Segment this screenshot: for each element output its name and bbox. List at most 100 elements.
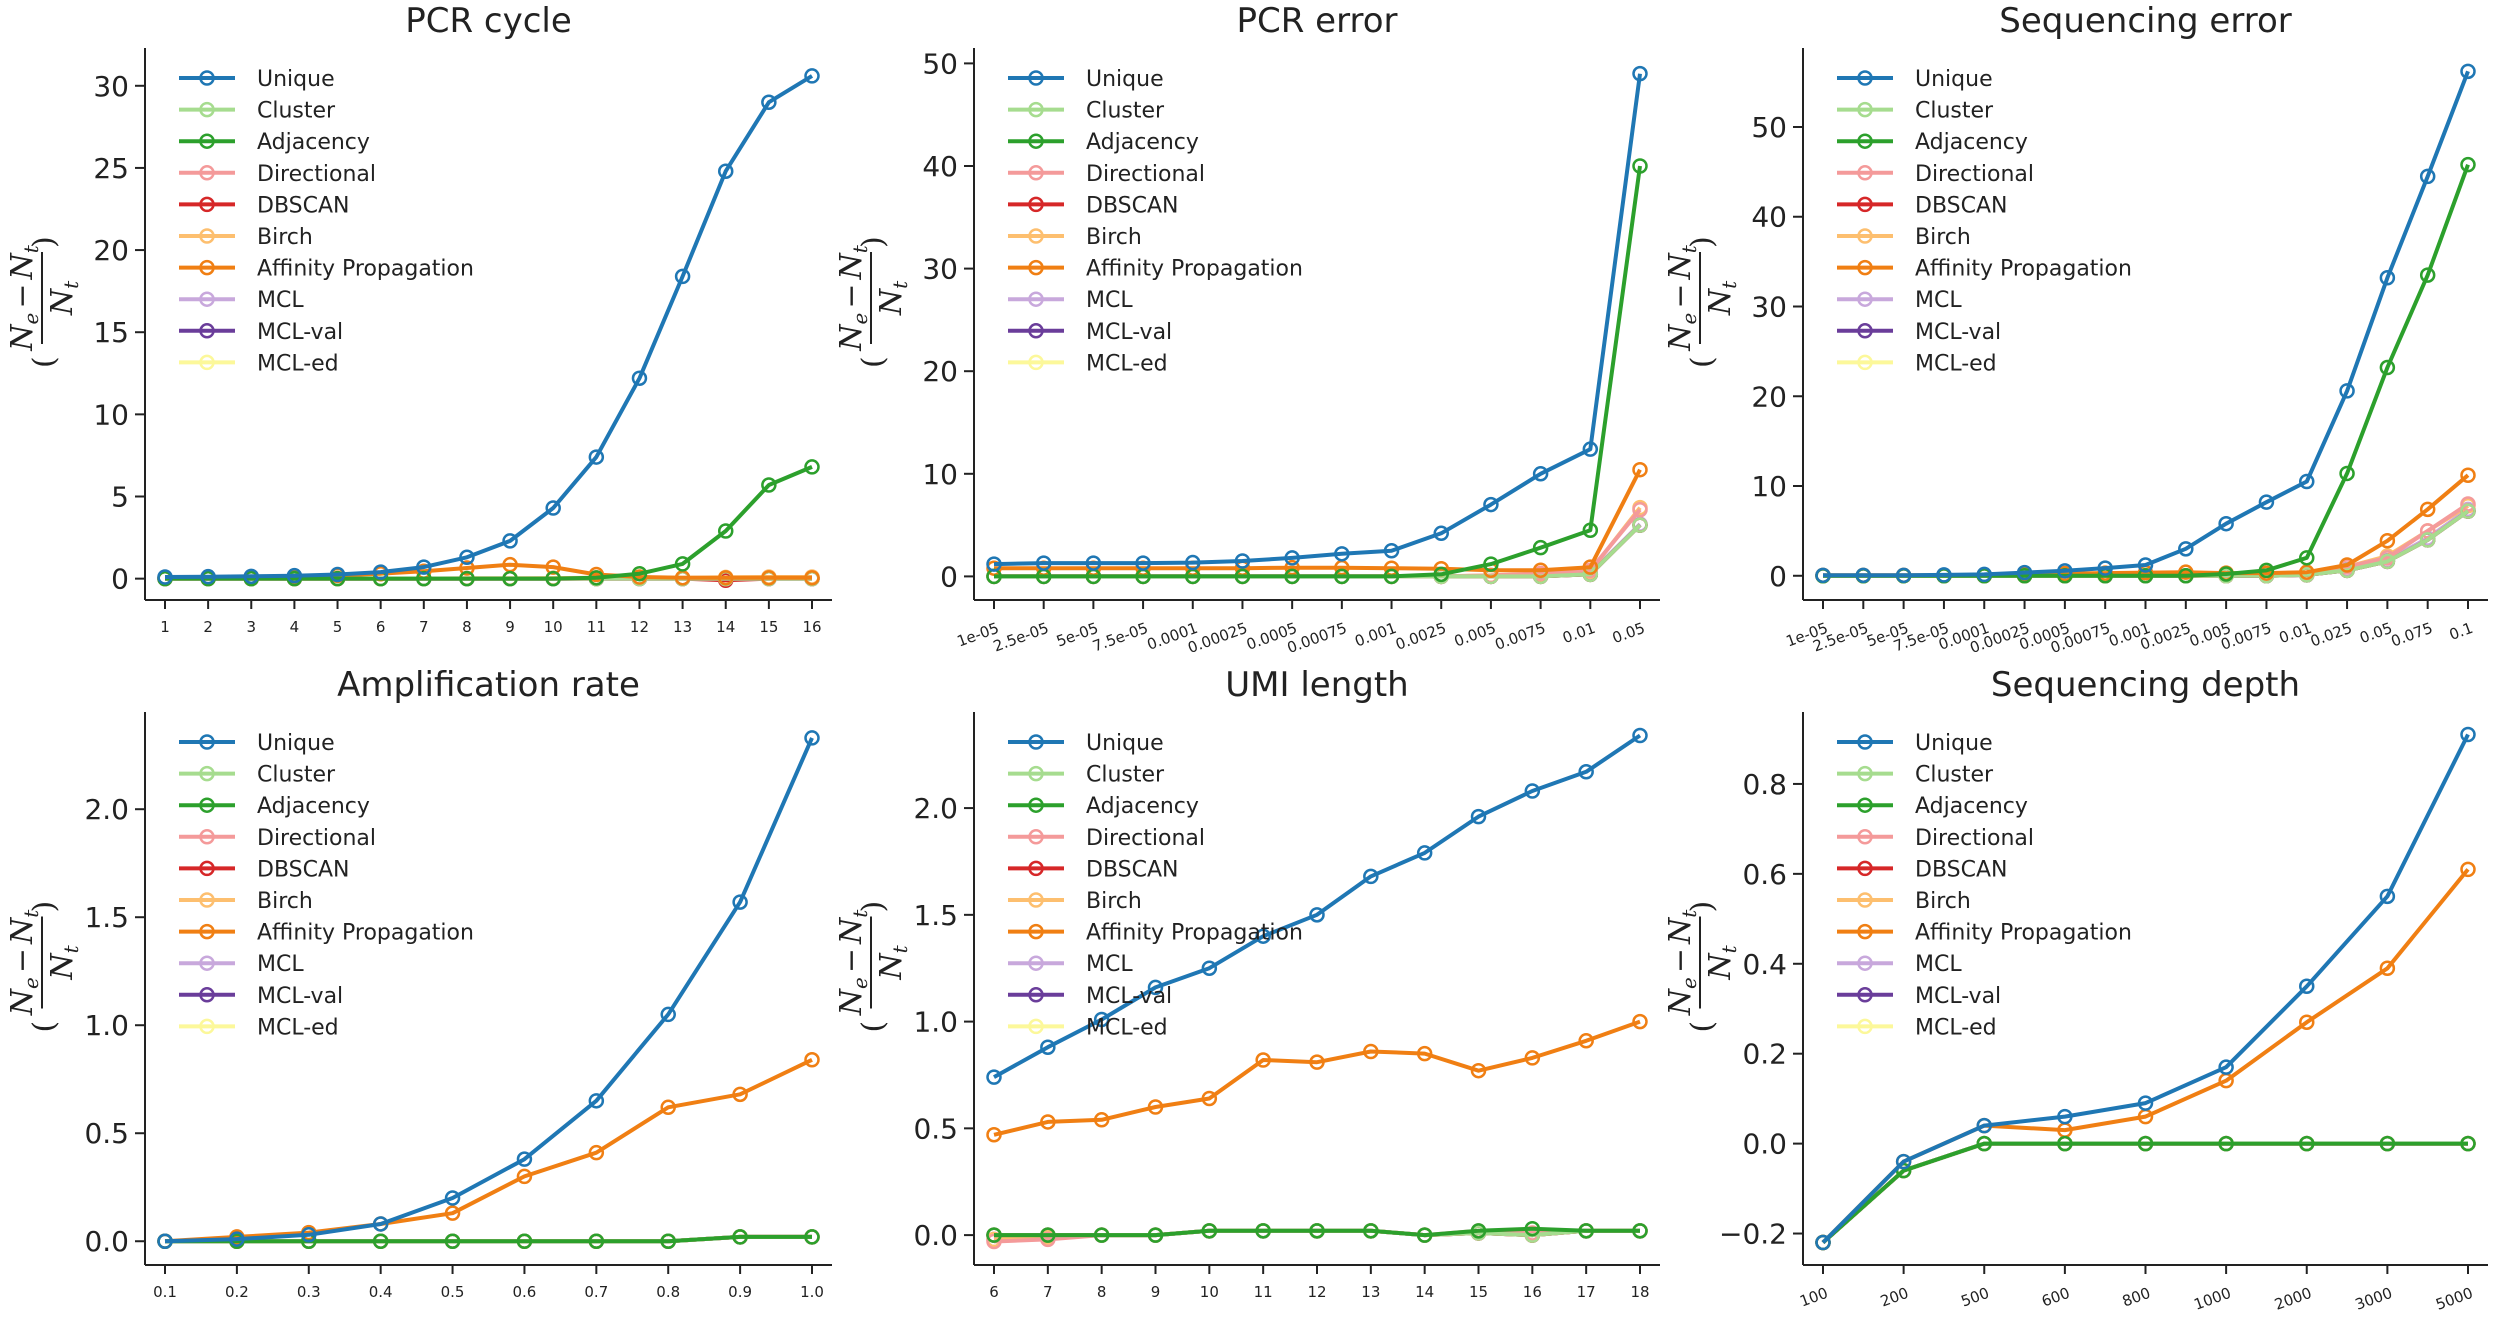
data-point: [2057, 1135, 2073, 1152]
series-line: [164, 74, 814, 579]
legend-label: DBSCAN: [1086, 857, 1178, 882]
legend-item: Directional: [1837, 826, 2034, 851]
x-tick-label: 2.5e-05: [991, 619, 1051, 656]
y-label-denominator: Nt: [1703, 944, 1741, 980]
data-point: [2299, 1014, 2315, 1030]
legend-item: MCL: [1008, 952, 1133, 977]
data-point: [459, 549, 475, 566]
series-birch: [1815, 1135, 2476, 1251]
series-mcl-val: [1815, 1135, 2476, 1251]
chart-title: UMI length: [1225, 665, 1408, 705]
x-tick-label: 9: [1151, 1283, 1161, 1301]
series-line: [1821, 1141, 2468, 1244]
y-label-denominator: Nt: [45, 280, 83, 316]
legend-label: Adjacency: [1915, 130, 2028, 155]
data-point: [2339, 383, 2355, 399]
legend-marker: [1857, 797, 1873, 813]
data-point: [372, 1216, 389, 1232]
legend-label: Cluster: [257, 99, 336, 124]
data-point: [1483, 496, 1499, 513]
y-tick-label: 10: [1751, 470, 1787, 503]
y-label-numerator: Ne−Nt: [1663, 244, 1701, 351]
data-point: [1433, 525, 1449, 542]
legend-marker: [1028, 1018, 1044, 1035]
data-point: [502, 570, 518, 587]
data-point: [2419, 501, 2436, 518]
data-point: [986, 556, 1002, 572]
legend-item: Unique: [179, 731, 335, 756]
data-point: [459, 570, 475, 587]
data-point: [2218, 1135, 2234, 1152]
data-point: [1578, 1223, 1594, 1239]
x-tick-label: 0.0075: [1492, 619, 1547, 654]
legend-label: MCL-ed: [1915, 351, 1997, 376]
y-tick-label: 30: [1751, 290, 1787, 323]
data-point: [2137, 557, 2154, 573]
data-point: [2178, 568, 2194, 584]
series-mcl-ed: [1815, 1135, 2476, 1251]
legend-label: Adjacency: [1915, 794, 2028, 819]
legend-item: Affinity Propagation: [1837, 257, 2132, 282]
x-tick-label: 0.3: [297, 1283, 321, 1301]
y-tick-label: 25: [93, 152, 129, 185]
data-point: [516, 1233, 533, 1249]
legend-label: MCL-ed: [1086, 351, 1168, 376]
data-point: [2218, 566, 2234, 582]
data-point: [1255, 928, 1271, 944]
data-point: [2339, 465, 2355, 482]
y-label-denominator: Nt: [874, 280, 912, 316]
y-tick-label: 20: [1751, 380, 1787, 413]
series-line: [993, 1019, 1641, 1137]
series-line: [993, 733, 1642, 1079]
data-point: [1524, 1050, 1541, 1066]
x-tick-label: 10: [544, 618, 563, 636]
legend-marker: [1028, 133, 1044, 149]
legend-label: Affinity Propagation: [1086, 921, 1303, 946]
series-line: [1821, 1141, 2468, 1244]
data-point: [372, 1233, 389, 1249]
series-adjacency: [1815, 1135, 2476, 1251]
data-point: [1309, 1054, 1325, 1070]
x-tick-label: 8: [462, 618, 472, 636]
data-point: [1040, 1114, 1056, 1130]
data-point: [588, 1093, 605, 1109]
legend-item: MCL-val: [179, 320, 343, 345]
series-line: [1821, 1141, 2468, 1244]
data-point: [200, 568, 216, 585]
data-point: [2299, 550, 2315, 566]
legend-marker: [1028, 892, 1044, 908]
legend-marker: [1857, 734, 1873, 750]
legend-item: MCL-val: [1008, 984, 1172, 1009]
legend-label: Unique: [1915, 731, 1993, 756]
legend-label: MCL: [257, 288, 304, 313]
y-tick-label: 15: [93, 316, 129, 349]
y-label-lparen: (: [1685, 1021, 1720, 1033]
legend-label: Cluster: [257, 763, 336, 788]
x-tick-label: 1000: [2191, 1284, 2233, 1314]
data-point: [2460, 156, 2476, 173]
data-point: [444, 1233, 461, 1249]
data-point: [631, 370, 648, 386]
data-point: [631, 565, 648, 582]
legend: Unique Cluster Adjacency Directional DBSCAN B…: [179, 731, 474, 1040]
legend-label: MCL-val: [257, 984, 343, 1009]
y-tick-label: 40: [922, 150, 958, 183]
data-point: [1085, 555, 1102, 571]
data-point: [1582, 441, 1599, 457]
y-label-denominator: Nt: [1703, 280, 1741, 316]
data-point: [2460, 63, 2476, 80]
legend-label: Unique: [1086, 731, 1164, 756]
data-point: [2097, 560, 2113, 576]
data-point: [804, 1052, 820, 1068]
legend-marker: [199, 892, 215, 908]
x-tick-label: 5000: [2433, 1284, 2475, 1314]
legend-item: Affinity Propagation: [1008, 257, 1303, 282]
legend-item: Cluster: [1837, 763, 1994, 788]
legend-item: Adjacency: [1837, 794, 2028, 819]
data-point: [2057, 1108, 2073, 1125]
y-label-numerator: Ne−Nt: [834, 909, 872, 1016]
legend-marker: [1857, 829, 1873, 845]
data-point: [1582, 559, 1599, 575]
y-tick-label: 0.4: [1742, 948, 1787, 981]
legend-marker: [199, 829, 215, 845]
